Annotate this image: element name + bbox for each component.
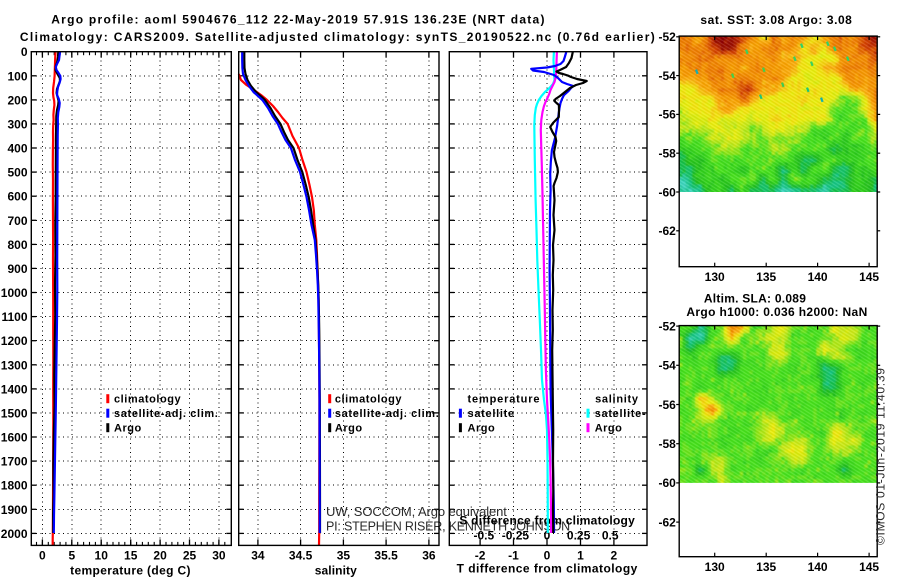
svg-text:135: 135 (756, 270, 776, 284)
svg-text:satellite: satellite (468, 408, 515, 420)
svg-text:1500: 1500 (1, 406, 28, 420)
svg-text:Argo h1000: 0.036 h2000: NaN: Argo h1000: 0.036 h2000: NaN (686, 305, 867, 319)
svg-text:34.5: 34.5 (289, 549, 313, 563)
svg-text:salinity: salinity (595, 394, 639, 406)
svg-text:PI: STEPHEN RISER, KENNETH JOH: PI: STEPHEN RISER, KENNETH JOHNSON (326, 520, 570, 534)
svg-text:1600: 1600 (1, 431, 28, 445)
svg-text:130: 130 (705, 270, 725, 284)
svg-text:-52: -52 (658, 319, 676, 333)
svg-text:100: 100 (7, 69, 27, 83)
svg-text:Climatology: CARS2009. Satelli: Climatology: CARS2009. Satellite-adjuste… (20, 30, 656, 44)
svg-text:T difference from climatology: T difference from climatology (457, 562, 638, 576)
svg-text:-1: -1 (508, 549, 519, 563)
svg-text:-58: -58 (658, 437, 676, 451)
svg-text:-56: -56 (658, 108, 676, 122)
svg-text:130: 130 (705, 560, 725, 574)
svg-text:-54: -54 (658, 359, 676, 373)
svg-text:10: 10 (95, 549, 109, 563)
svg-text:1000: 1000 (1, 286, 28, 300)
svg-text:135: 135 (756, 560, 776, 574)
svg-text:1900: 1900 (1, 503, 28, 517)
svg-text:-60: -60 (658, 185, 676, 199)
svg-text:Argo: Argo (114, 423, 142, 435)
svg-text:5: 5 (68, 549, 75, 563)
svg-text:climatology: climatology (335, 394, 403, 406)
svg-text:salinity: salinity (315, 564, 357, 578)
svg-text:-2: -2 (475, 549, 486, 563)
svg-text:140: 140 (808, 270, 828, 284)
svg-text:temperature (deg C): temperature (deg C) (70, 564, 191, 578)
svg-text:-0.5: -0.5 (473, 529, 494, 543)
svg-text:satellite-adj. clim.: satellite-adj. clim. (114, 408, 219, 420)
svg-text:35: 35 (337, 549, 351, 563)
svg-text:sat. SST: 3.08 Argo: 3.08: sat. SST: 3.08 Argo: 3.08 (700, 13, 852, 27)
svg-text:15: 15 (124, 549, 138, 563)
svg-text:36: 36 (422, 549, 436, 563)
svg-text:145: 145 (859, 270, 879, 284)
svg-text:-0.25: -0.25 (502, 529, 530, 543)
svg-text:1100: 1100 (1, 310, 27, 324)
svg-text:-54: -54 (658, 69, 676, 83)
svg-text:140: 140 (808, 560, 828, 574)
svg-text:300: 300 (7, 117, 27, 131)
svg-text:©IMOS 01-Jun-2019 11:40:39: ©IMOS 01-Jun-2019 11:40:39 (874, 367, 888, 545)
svg-text:satellite-adj. clim.: satellite-adj. clim. (335, 408, 440, 420)
svg-text:-58: -58 (658, 147, 676, 161)
svg-text:Argo profile: aoml 5904676_112: Argo profile: aoml 5904676_112 22-May-20… (51, 13, 546, 27)
svg-text:2000: 2000 (1, 527, 28, 541)
svg-text:0: 0 (544, 549, 551, 563)
svg-text:0.25: 0.25 (567, 529, 591, 543)
svg-text:800: 800 (7, 238, 27, 252)
svg-text:-60: -60 (658, 476, 676, 490)
svg-text:600: 600 (7, 190, 27, 204)
svg-text:1800: 1800 (1, 479, 28, 493)
svg-text:1300: 1300 (1, 358, 28, 372)
svg-text:0: 0 (39, 549, 46, 563)
svg-text:-52: -52 (658, 30, 676, 44)
svg-text:34: 34 (251, 549, 265, 563)
svg-text:400: 400 (7, 142, 27, 156)
svg-text:-62: -62 (658, 224, 676, 238)
svg-text:1200: 1200 (1, 334, 28, 348)
svg-text:climatology: climatology (114, 394, 182, 406)
svg-text:35.5: 35.5 (374, 549, 398, 563)
svg-text:Argo: Argo (468, 423, 496, 435)
svg-text:0: 0 (21, 45, 28, 59)
svg-text:2: 2 (611, 549, 618, 563)
svg-text:30: 30 (212, 549, 226, 563)
svg-text:UW, SOCCOM, Argo equivalent: UW, SOCCOM, Argo equivalent (326, 504, 507, 519)
svg-text:Argo: Argo (595, 423, 623, 435)
svg-text:700: 700 (7, 214, 27, 228)
svg-text:1700: 1700 (1, 455, 28, 469)
svg-text:500: 500 (7, 166, 27, 180)
svg-text:200: 200 (7, 93, 27, 107)
svg-text:-62: -62 (658, 515, 676, 529)
svg-text:20: 20 (153, 549, 167, 563)
svg-text:1400: 1400 (1, 382, 28, 396)
svg-text:0.5: 0.5 (602, 529, 619, 543)
svg-text:temperature: temperature (468, 394, 541, 406)
svg-text:145: 145 (859, 560, 879, 574)
svg-text:Argo: Argo (335, 423, 363, 435)
svg-text:25: 25 (183, 549, 197, 563)
svg-text:Altim. SLA: 0.089: Altim. SLA: 0.089 (704, 291, 806, 305)
svg-text:1: 1 (577, 549, 584, 563)
svg-text:0: 0 (544, 529, 551, 543)
svg-text:-56: -56 (658, 398, 676, 412)
svg-text:900: 900 (7, 262, 27, 276)
svg-text:satellite-: satellite- (595, 408, 647, 420)
